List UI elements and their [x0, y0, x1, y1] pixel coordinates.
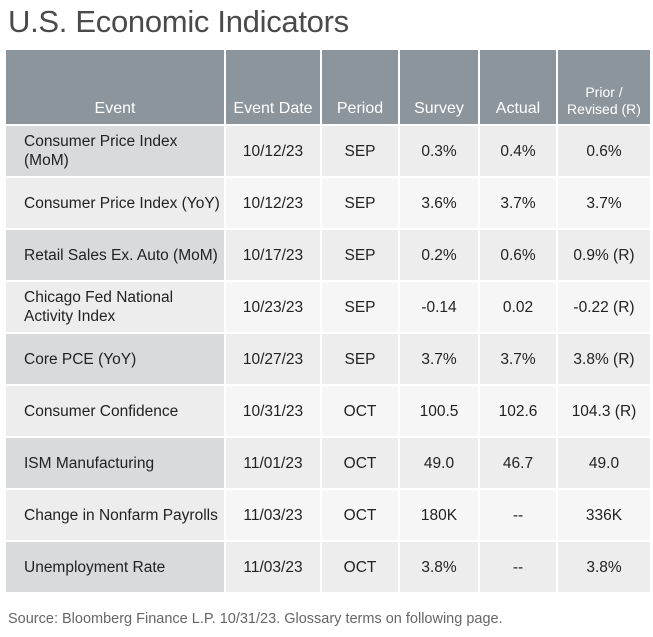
- data-cell: 11/03/23: [226, 542, 320, 592]
- event-cell: Consumer Price Index (MoM): [6, 126, 224, 176]
- data-cell: OCT: [322, 438, 398, 488]
- data-cell: SEP: [322, 178, 398, 228]
- source-note: Source: Bloomberg Finance L.P. 10/31/23.…: [8, 611, 503, 627]
- event-cell: Consumer Confidence: [6, 386, 224, 436]
- data-cell: 0.4%: [480, 126, 556, 176]
- table-row: Change in Nonfarm Payrolls 11/03/23 OCT 180…: [6, 490, 650, 540]
- data-cell: 3.6%: [400, 178, 478, 228]
- data-cell: 180K: [400, 490, 478, 540]
- data-cell: SEP: [322, 126, 398, 176]
- table-row: ISM Manufacturing 11/01/23 OCT 49.0 46.7 49.0: [6, 438, 650, 488]
- data-cell: OCT: [322, 542, 398, 592]
- event-cell: Core PCE (YoY): [6, 334, 224, 384]
- data-cell: -0.22 (R): [558, 282, 650, 332]
- table-row: Unemployment Rate 11/03/23 OCT 3.8% -- 3.8%: [6, 542, 650, 592]
- data-cell: 49.0: [558, 438, 650, 488]
- data-cell: 3.7%: [558, 178, 650, 228]
- data-cell: 10/12/23: [226, 178, 320, 228]
- data-cell: --: [480, 490, 556, 540]
- data-cell: SEP: [322, 282, 398, 332]
- table-row: Consumer Confidence 10/31/23 OCT 100.5 102.6…: [6, 386, 650, 436]
- column-header: Prior / Revised (R): [558, 50, 650, 124]
- data-cell: 10/23/23: [226, 282, 320, 332]
- data-cell: 10/31/23: [226, 386, 320, 436]
- column-header: Actual: [480, 50, 556, 124]
- data-cell: OCT: [322, 490, 398, 540]
- indicators-table: Event Event Date Period Survey Actual Prior /…: [4, 48, 652, 594]
- table-row: Retail Sales Ex. Auto (MoM) 10/17/23 SEP 0.…: [6, 230, 650, 280]
- data-cell: --: [480, 542, 556, 592]
- column-header: Event Date: [226, 50, 320, 124]
- header-row: Event Event Date Period Survey Actual Prior /…: [6, 50, 650, 124]
- table-row: Chicago Fed National Activity Index 10/23…: [6, 282, 650, 332]
- data-cell: 46.7: [480, 438, 556, 488]
- data-cell: SEP: [322, 334, 398, 384]
- data-cell: 336K: [558, 490, 650, 540]
- data-cell: -0.14: [400, 282, 478, 332]
- event-cell: Retail Sales Ex. Auto (MoM): [6, 230, 224, 280]
- data-cell: 3.7%: [480, 334, 556, 384]
- table-body: Consumer Price Index (MoM) 10/12/23 SEP 0.3…: [6, 126, 650, 592]
- data-cell: 0.3%: [400, 126, 478, 176]
- table-row: Consumer Price Index (MoM) 10/12/23 SEP 0.3…: [6, 126, 650, 176]
- table-row: Consumer Price Index (YoY) 10/12/23 SEP 3.6…: [6, 178, 650, 228]
- column-header: Event: [6, 50, 224, 124]
- data-cell: 0.02: [480, 282, 556, 332]
- data-cell: 3.8% (R): [558, 334, 650, 384]
- event-cell: Consumer Price Index (YoY): [6, 178, 224, 228]
- title: U.S. Economic Indicators: [8, 4, 349, 39]
- data-cell: 10/27/23: [226, 334, 320, 384]
- data-cell: 49.0: [400, 438, 478, 488]
- data-cell: 100.5: [400, 386, 478, 436]
- data-cell: 0.6%: [480, 230, 556, 280]
- event-cell: Change in Nonfarm Payrolls: [6, 490, 224, 540]
- data-cell: 102.6: [480, 386, 556, 436]
- data-cell: 3.7%: [480, 178, 556, 228]
- event-cell: ISM Manufacturing: [6, 438, 224, 488]
- table-row: Core PCE (YoY) 10/27/23 SEP 3.7% 3.7% 3.8% (R…: [6, 334, 650, 384]
- column-header: Survey: [400, 50, 478, 124]
- data-cell: 0.6%: [558, 126, 650, 176]
- data-cell: OCT: [322, 386, 398, 436]
- data-cell: 10/12/23: [226, 126, 320, 176]
- data-cell: 11/01/23: [226, 438, 320, 488]
- data-cell: 3.7%: [400, 334, 478, 384]
- event-cell: Chicago Fed National Activity Index: [6, 282, 224, 332]
- column-header: Period: [322, 50, 398, 124]
- data-cell: 3.8%: [400, 542, 478, 592]
- data-cell: 104.3 (R): [558, 386, 650, 436]
- data-cell: 0.9% (R): [558, 230, 650, 280]
- data-cell: 10/17/23: [226, 230, 320, 280]
- data-cell: SEP: [322, 230, 398, 280]
- event-cell: Unemployment Rate: [6, 542, 224, 592]
- data-cell: 11/03/23: [226, 490, 320, 540]
- data-cell: 3.8%: [558, 542, 650, 592]
- data-cell: 0.2%: [400, 230, 478, 280]
